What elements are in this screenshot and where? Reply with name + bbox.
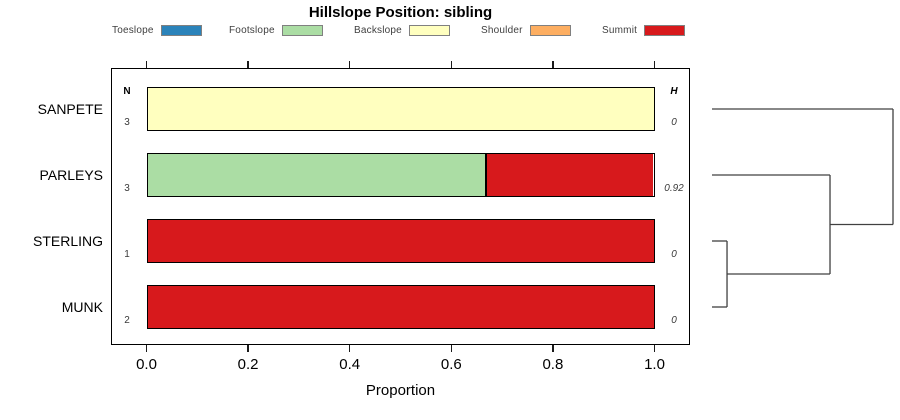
row-label-sterling: STERLING	[32, 233, 103, 249]
tick-label-0.4: 0.4	[339, 356, 361, 373]
chart-title: Hillslope Position: sibling	[308, 4, 493, 21]
bottom-tick-1.0	[653, 345, 656, 352]
legend-item-footslope: Footslope	[229, 24, 323, 37]
legend-label: Backslope	[354, 25, 402, 36]
bar-segment-footslope	[147, 154, 485, 196]
row-label-sanpete: SANPETE	[37, 101, 103, 117]
legend-swatch-shoulder	[529, 25, 571, 36]
legend-label: Toeslope	[112, 25, 154, 36]
h-value-munk: 0	[671, 315, 677, 326]
top-tick-0.2	[247, 61, 249, 68]
bar-parleys	[146, 153, 655, 197]
top-tick-0.4	[348, 61, 351, 68]
bar-munk	[146, 285, 655, 329]
h-column-header: H	[670, 86, 678, 97]
top-tick-0.0	[145, 61, 148, 68]
top-tick-1.0	[653, 61, 656, 68]
x-axis-title: Proportion	[365, 382, 436, 399]
legend-label: Shoulder	[481, 25, 523, 36]
legend-item-shoulder: Shoulder	[481, 24, 571, 37]
n-value-sanpete: 3	[124, 117, 130, 128]
legend-label: Footslope	[229, 25, 275, 36]
n-value-munk: 2	[124, 315, 130, 326]
legend-item-summit: Summit	[602, 24, 686, 37]
bottom-tick-0.2	[247, 345, 249, 352]
legend-item-backslope: Backslope	[354, 24, 450, 37]
top-tick-0.8	[552, 61, 554, 68]
bar-segment-backslope	[147, 88, 654, 130]
h-value-parleys: 0.92	[664, 183, 684, 194]
legend-swatch-toeslope	[160, 25, 202, 36]
row-label-parleys: PARLEYS	[39, 167, 103, 183]
h-value-sterling: 0	[671, 249, 677, 260]
bar-segment-summit	[147, 286, 654, 328]
tick-label-0.2: 0.2	[237, 356, 259, 373]
legend-label: Summit	[602, 25, 638, 36]
bar-sanpete	[146, 87, 655, 131]
h-value-sanpete: 0	[671, 117, 677, 128]
bar-segment-summit	[147, 220, 654, 262]
bottom-tick-0.8	[552, 345, 554, 352]
legend-item-toeslope: Toeslope	[112, 24, 202, 37]
tick-label-1.0: 1.0	[644, 356, 665, 373]
legend-swatch-backslope	[408, 25, 450, 36]
legend-swatch-summit	[644, 25, 686, 36]
bottom-tick-0.4	[348, 345, 351, 352]
tick-label-0.6: 0.6	[440, 356, 462, 373]
bottom-tick-0.6	[450, 345, 453, 352]
top-tick-0.6	[450, 61, 453, 68]
bottom-tick-0.0	[145, 345, 148, 352]
tick-label-0.0: 0.0	[136, 356, 157, 373]
n-value-parleys: 3	[124, 183, 130, 194]
n-column-header: N	[123, 86, 131, 97]
row-label-munk: MUNK	[61, 299, 103, 315]
legend-swatch-footslope	[281, 25, 323, 36]
tick-label-0.8: 0.8	[542, 356, 564, 373]
bar-sterling	[146, 219, 655, 263]
bar-segment-summit	[485, 154, 654, 196]
n-value-sterling: 1	[124, 249, 130, 260]
